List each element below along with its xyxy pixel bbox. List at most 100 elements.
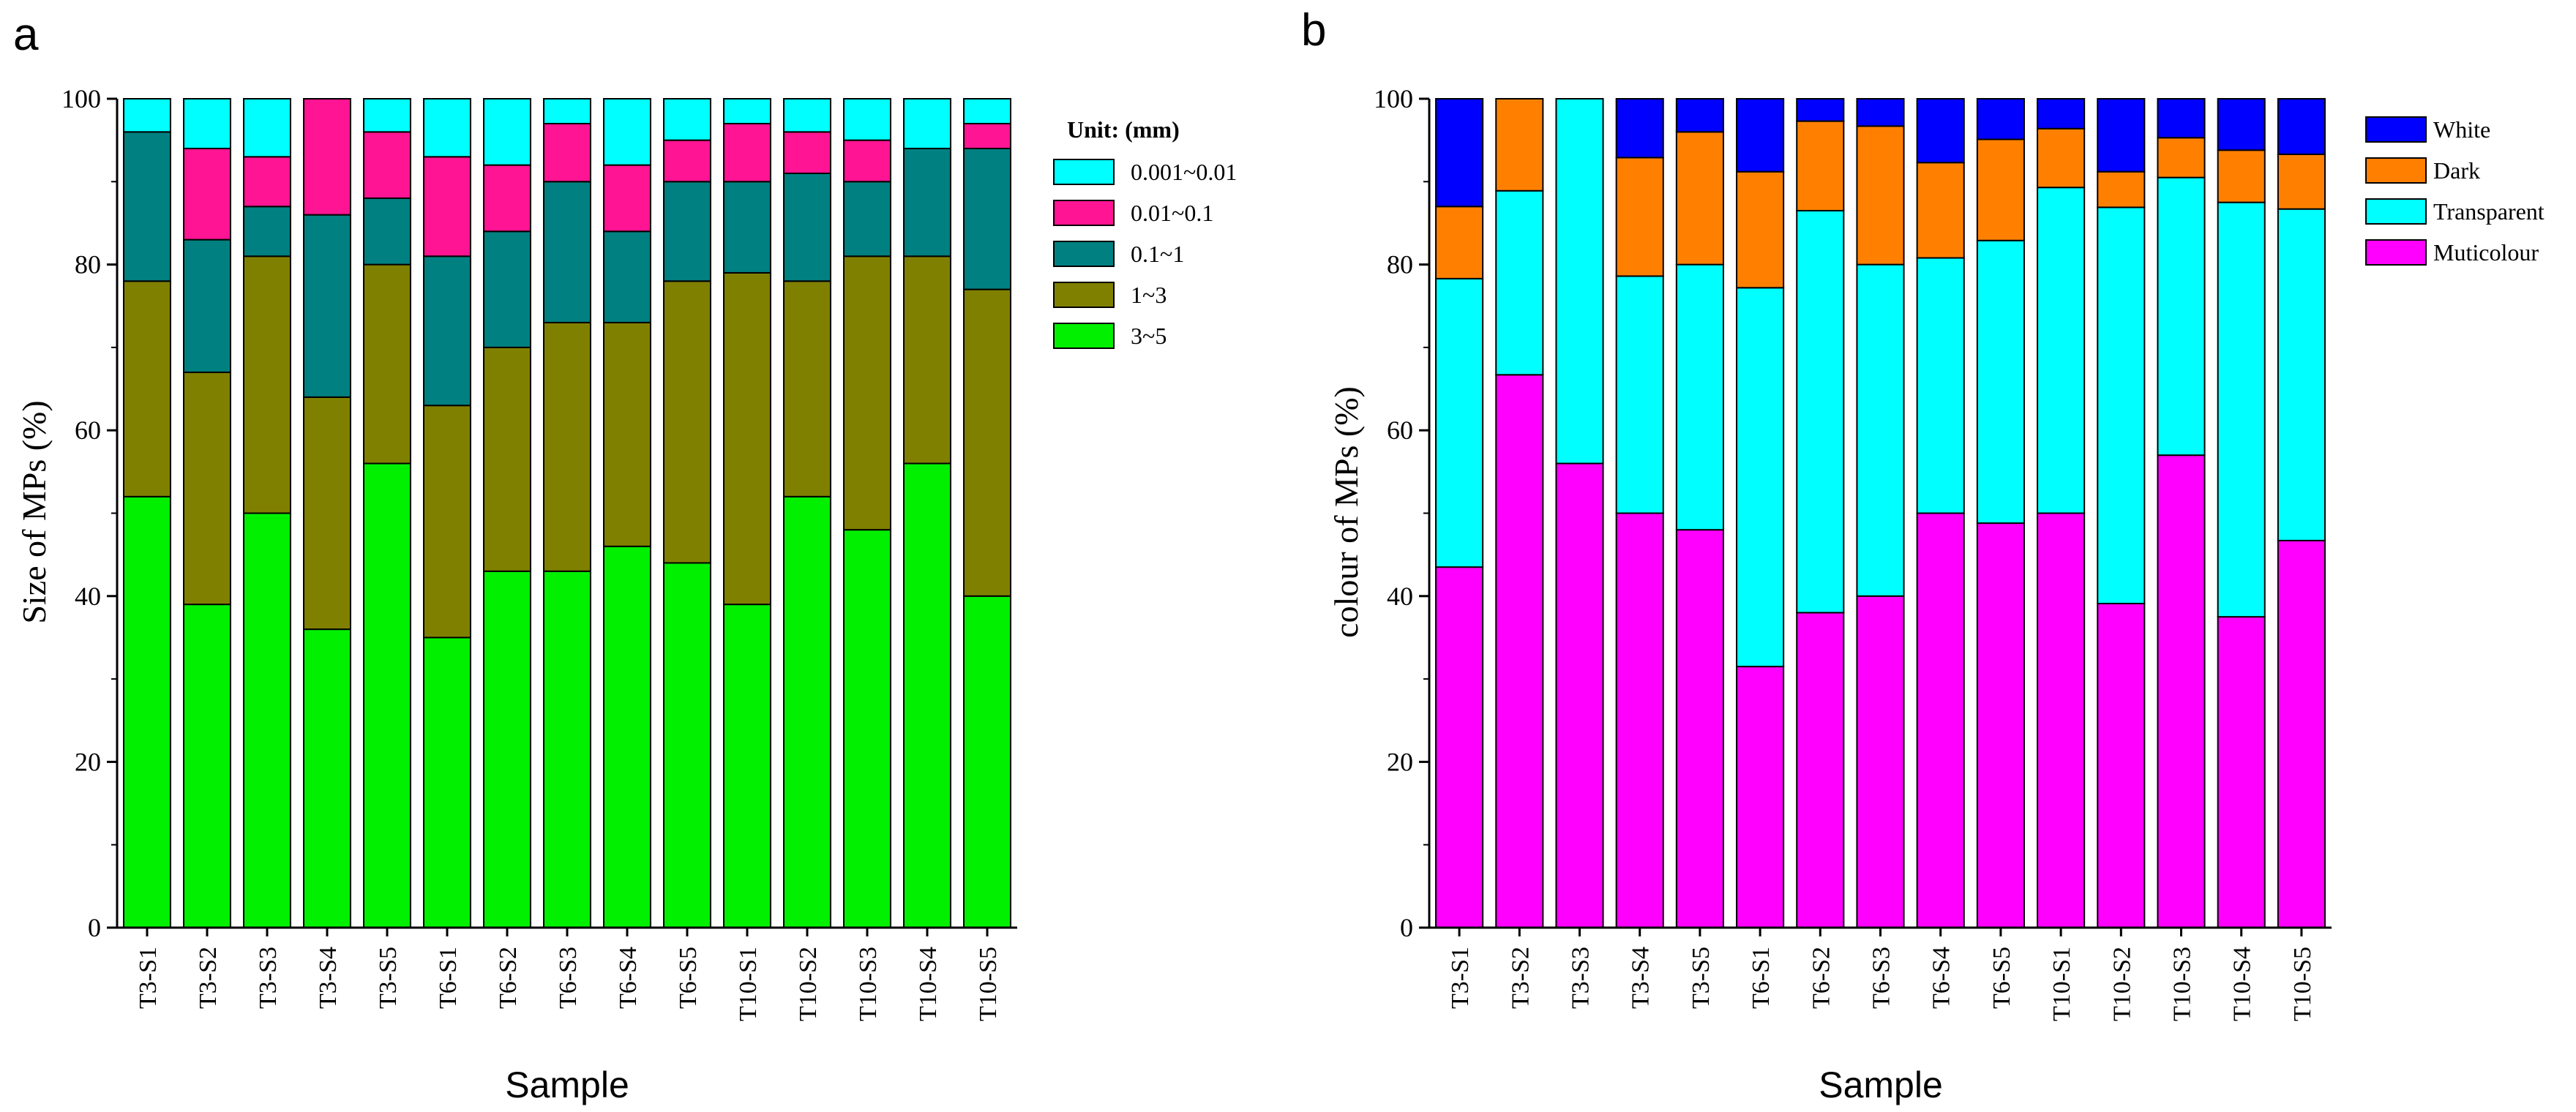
bar-T10-S3-Transparent (2157, 176, 2206, 457)
y-tick-label: 80 (1387, 250, 1413, 279)
bar-T3-S2-0.1~1 (183, 238, 231, 373)
legend-swatch-0.001~0.01 (1053, 159, 1115, 185)
bar-T10-S3-3~5 (843, 529, 891, 928)
x-tick-label-T6-S5: T6-S5 (1988, 947, 2015, 1009)
bar-T10-S5-Dark (2277, 153, 2326, 210)
legend-label-White: White (2433, 116, 2490, 143)
bar-T6-S3-0.01~0.1 (543, 122, 591, 183)
bar-T10-S4-Dark (2217, 149, 2266, 203)
x-tick-label-T6-S4: T6-S4 (1928, 947, 1955, 1009)
x-tick-label-T3-S2: T3-S2 (1507, 947, 1534, 1009)
legend-swatch-Transparent (2365, 198, 2427, 225)
legend-swatch-Dark (2365, 157, 2427, 184)
bar-T6-S1-3~5 (423, 636, 471, 928)
x-tick-label-T3-S3: T3-S3 (255, 947, 282, 1009)
x-tick-label-T6-S2: T6-S2 (495, 947, 522, 1009)
bar-T6-S1-Muticolour (1736, 666, 1785, 928)
bar-T10-S1-1~3 (723, 271, 771, 606)
bar-T3-S2-0.01~0.1 (183, 147, 231, 241)
bar-T6-S1-White (1736, 98, 1785, 173)
bar-T6-S5-0.001~0.01 (663, 98, 711, 141)
legend: Unit: (mm) 0.001~0.01 0.01~0.1 0.1~1 1~3 3~5 (1053, 116, 1237, 349)
x-tick-label-T10-S2: T10-S2 (2108, 947, 2135, 1021)
x-tick-label-T6-S5: T6-S5 (675, 947, 702, 1009)
legend-label-Transparent: Transparent (2433, 198, 2545, 225)
bar-T3-S5-0.1~1 (363, 197, 411, 266)
bar-T6-S2-0.001~0.01 (483, 98, 531, 166)
bar-T10-S1-Muticolour (2037, 512, 2086, 928)
x-tick-label-T10-S4: T10-S4 (915, 947, 942, 1021)
y-tick-label: 0 (88, 913, 101, 942)
x-tick-label-T6-S1: T6-S1 (1748, 947, 1775, 1009)
bar-T10-S5-1~3 (963, 288, 1011, 597)
bar-T6-S1-0.01~0.1 (423, 156, 471, 258)
bar-T10-S1-Dark (2037, 127, 2086, 189)
bar-T3-S1-White (1435, 98, 1484, 208)
y-tick-label: 80 (75, 250, 101, 279)
legend-swatch-0.01~0.1 (1053, 200, 1115, 226)
bar-T3-S5-Muticolour (1675, 529, 1724, 928)
bar-T3-S4-Muticolour (1615, 512, 1664, 928)
x-tick-label-T6-S1: T6-S1 (435, 947, 462, 1009)
bar-T3-S2-Transparent (1495, 189, 1544, 376)
bar-T10-S5-3~5 (963, 595, 1011, 928)
bar-T3-S4-0.1~1 (303, 214, 351, 398)
bar-T6-S4-Dark (1916, 162, 1965, 259)
bar-T6-S3-0.001~0.01 (543, 98, 591, 124)
bar-T6-S2-1~3 (483, 346, 531, 572)
x-tick-label-T10-S1: T10-S1 (735, 947, 762, 1021)
legend-label-0.001~0.01: 0.001~0.01 (1131, 159, 1237, 185)
bar-T3-S3-1~3 (243, 255, 291, 514)
bar-T10-S5-White (2277, 98, 2326, 155)
y-tick-label: 0 (1400, 913, 1413, 942)
bar-T10-S1-White (2037, 98, 2086, 129)
x-axis-title: Sample (1819, 1064, 1943, 1105)
bar-T3-S5-Dark (1675, 131, 1724, 266)
bar-T6-S5-0.1~1 (663, 181, 711, 282)
bar-T6-S2-White (1796, 98, 1845, 122)
bar-T6-S4-Muticolour (1916, 512, 1965, 928)
bar-T3-S3-0.1~1 (243, 206, 291, 258)
bar-T6-S1-0.001~0.01 (423, 98, 471, 158)
bar-T3-S1-0.1~1 (123, 131, 171, 282)
bar-T3-S4-Dark (1615, 157, 1664, 277)
bar-T3-S2-1~3 (183, 371, 231, 606)
bar-T3-S1-Muticolour (1435, 566, 1484, 929)
bar-T3-S3-Muticolour (1555, 462, 1604, 928)
bar-T3-S1-0.001~0.01 (123, 98, 171, 133)
bar-T3-S2-3~5 (183, 604, 231, 928)
bar-T10-S2-Dark (2097, 170, 2146, 209)
bar-T6-S5-Transparent (1976, 239, 2025, 525)
legend-label-0.1~1: 0.1~1 (1131, 241, 1184, 267)
bar-T10-S4-3~5 (903, 462, 951, 928)
bar-T3-S4-0.01~0.1 (303, 98, 351, 216)
bar-T3-S1-3~5 (123, 495, 171, 928)
bar-T6-S1-1~3 (423, 405, 471, 639)
bar-T6-S5-White (1976, 98, 2025, 140)
x-tick-label-T3-S1: T3-S1 (135, 947, 162, 1009)
bar-T10-S4-White (2217, 98, 2266, 151)
x-tick-label-T3-S5: T3-S5 (375, 947, 402, 1009)
bar-T10-S2-0.001~0.01 (783, 98, 831, 133)
bar-T6-S5-Dark (1976, 138, 2025, 241)
panel-letter: b (1301, 5, 1326, 56)
bar-T3-S2-0.001~0.01 (183, 98, 231, 149)
bar-T10-S1-3~5 (723, 604, 771, 928)
bar-T10-S2-0.01~0.1 (783, 131, 831, 174)
x-tick-label-T3-S1: T3-S1 (1447, 947, 1474, 1009)
bar-T3-S1-Dark (1435, 206, 1484, 279)
bar-T3-S5-1~3 (363, 263, 411, 465)
x-tick-label-T10-S3: T10-S3 (2169, 947, 2196, 1021)
bar-T6-S2-3~5 (483, 570, 531, 928)
bar-T10-S3-0.01~0.1 (843, 139, 891, 183)
x-tick-label-T10-S2: T10-S2 (795, 947, 822, 1021)
x-tick-label-T6-S3: T6-S3 (555, 947, 582, 1009)
panel-letter: a (13, 10, 39, 60)
y-tick-label: 100 (61, 84, 101, 113)
bar-T10-S3-White (2157, 98, 2206, 139)
bar-T6-S4-0.01~0.1 (603, 164, 651, 233)
bar-T3-S2-Dark (1495, 98, 1544, 192)
bar-T6-S2-0.1~1 (483, 230, 531, 348)
legend-label-Muticolour: Muticolour (2433, 239, 2539, 266)
legend-title: Unit: (mm) (1067, 116, 1180, 143)
